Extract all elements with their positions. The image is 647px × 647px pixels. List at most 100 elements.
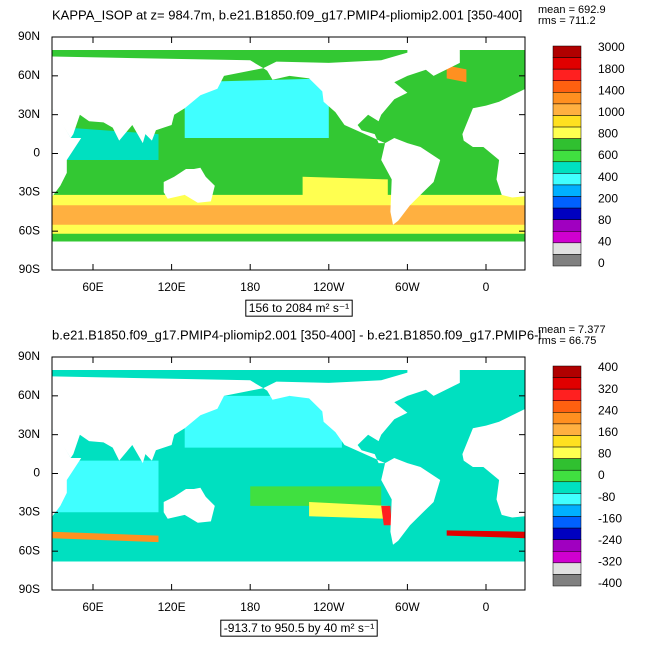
colorbar-box [552,92,582,105]
lat-label: 30N [18,107,40,121]
colorbar-box [552,435,582,448]
colorbar-box [552,254,582,267]
field-patch [184,395,342,448]
field-patch [52,205,525,225]
colorbar-box [552,149,582,163]
map [52,357,525,590]
lon-label: 60E [82,280,103,294]
colorbar-box [552,231,582,244]
colorbar-box [552,80,582,93]
colorbar-label: 160 [598,425,618,439]
colorbar-box [552,103,582,116]
colorbar-label: 40 [598,235,612,249]
colorbar-label: 200 [598,191,618,205]
colorbar-box [552,242,582,255]
lon-label: 60W [395,280,420,294]
mean-label: mean = 7.377 [538,324,606,336]
mean-label: mean = 692.9 [538,4,606,16]
colorbar-box [552,57,582,70]
range-box [220,619,378,637]
land [52,376,264,464]
field-patch [381,505,392,526]
range-box [245,299,353,317]
colorbar-label: 80 [598,447,612,461]
rms-label: rms = 66.75 [538,335,596,347]
field-patch [52,531,159,543]
lon-label: 0 [483,280,490,294]
colorbar-box [552,458,582,471]
lat-label: 60S [19,223,40,237]
colorbar-box [552,423,582,436]
lon-label: 0 [483,600,490,614]
land [381,138,441,225]
land [52,37,525,50]
lat-label: 30N [18,427,40,441]
colorbar-box [552,173,582,186]
colorbar-box [552,196,582,209]
colorbar-box [552,45,582,58]
land [381,458,441,545]
colorbar-label: 320 [598,382,618,396]
colorbar-label: 1800 [598,62,625,76]
lon-label: 120E [158,600,186,614]
field-patch [184,78,329,138]
lat-label: 30S [19,185,40,199]
colorbar-label: -160 [598,511,622,525]
lat-label: 90N [18,349,40,363]
range-label: 156 to 2084 m² s⁻¹ [249,301,349,315]
lat-label: 90S [19,262,40,276]
colorbar-box [552,207,582,220]
lon-label: 60W [395,600,420,614]
colorbar-label: -240 [598,533,622,547]
colorbar-box [552,388,582,401]
colorbar-box [552,481,582,494]
colorbar-box [552,219,582,232]
lat-label: 0 [33,466,40,480]
colorbar-box [552,574,582,587]
lat-label: 0 [33,146,40,160]
land [263,52,447,144]
land [462,408,525,518]
map-panel: b.e21.B1850.f09_g17.PMIP4-pliomip2.001 [… [18,324,622,637]
field-patch [309,502,388,519]
land [263,372,447,464]
colorbar-box [552,469,582,483]
colorbar-box [552,539,582,552]
lon-label: 120W [313,280,345,294]
colorbar-box [552,516,582,529]
lat-label: 60N [18,388,40,402]
colorbar-label: -400 [598,576,622,590]
colorbar-box [552,365,582,378]
colorbar-box [552,115,582,128]
colorbar-box [552,527,582,540]
panel-title: b.e21.B1850.f09_g17.PMIP4-pliomip2.001 [… [52,327,541,342]
field-patch [446,530,525,539]
colorbar-label: 80 [598,213,612,227]
colorbar-box [552,138,582,151]
range-label: -913.7 to 950.5 by 40 m² s⁻¹ [224,621,374,635]
colorbar-box [552,126,582,139]
land [407,46,460,76]
colorbar-label: 800 [598,127,618,141]
land [163,487,215,523]
colorbar-label: -80 [598,490,616,504]
colorbar-label: 240 [598,403,618,417]
land [52,561,525,590]
field-patch [302,176,388,203]
lon-label: 180 [240,600,260,614]
colorbar-label: 400 [598,360,618,374]
rms-label: rms = 711.2 [538,15,596,27]
colorbar-box [552,68,582,81]
land [163,167,215,203]
land [52,56,264,144]
lon-label: 120E [158,280,186,294]
lon-label: 180 [240,280,260,294]
lat-label: 30S [19,505,40,519]
field-patch [52,460,159,513]
lon-label: 60E [82,600,103,614]
colorbar-box [552,184,582,197]
land [52,108,82,197]
field-patch [66,127,159,160]
